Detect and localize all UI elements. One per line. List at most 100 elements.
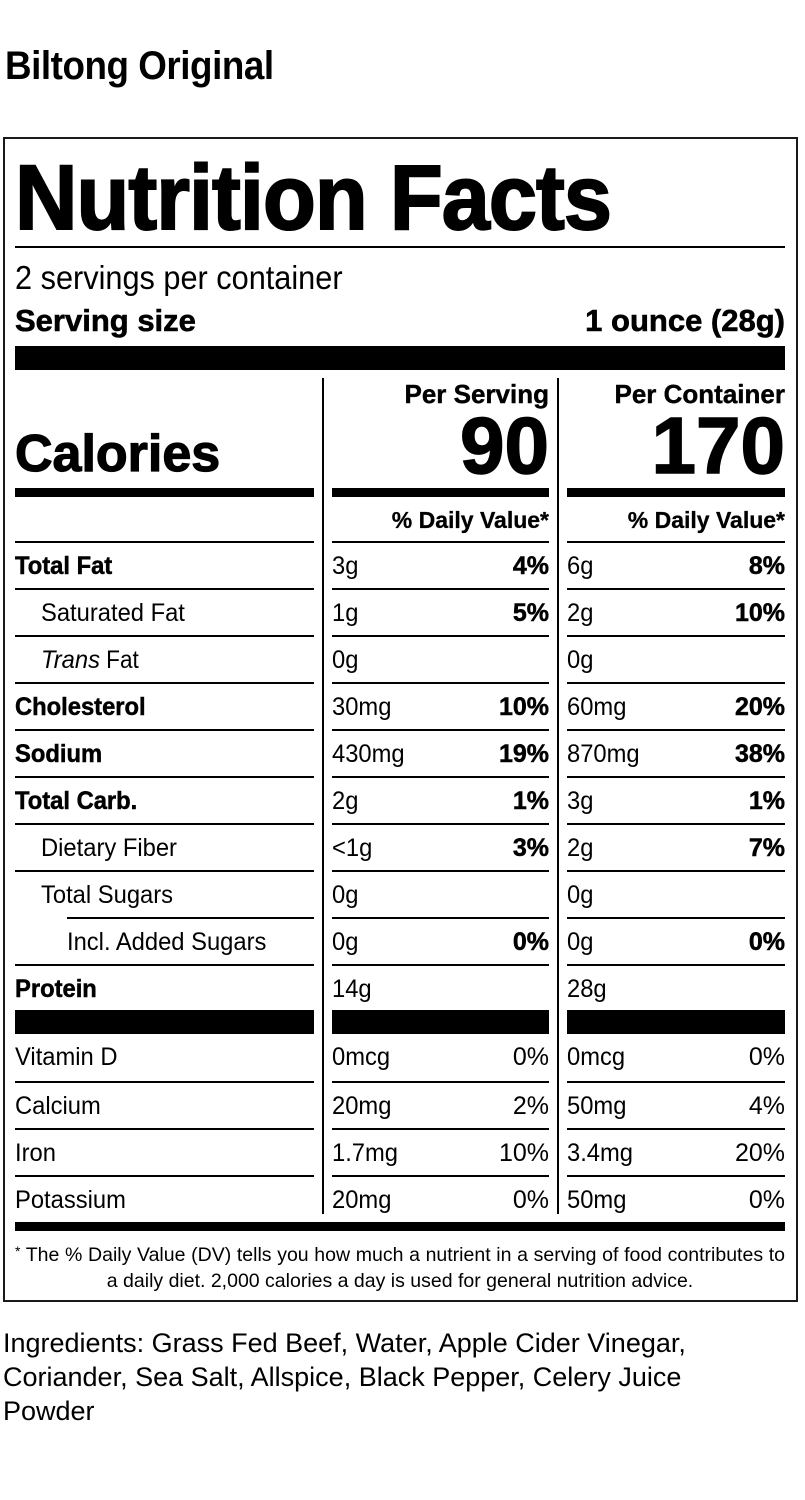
amount-text: 6g xyxy=(567,552,594,580)
nutrient-row: Sodium 430mg 19% 870mg 38% xyxy=(0,731,805,778)
thick-divider-bar xyxy=(567,1010,785,1034)
calories-label: Calories xyxy=(14,424,221,483)
nutrient-name: Total Fat xyxy=(15,543,314,590)
row-divider-line xyxy=(332,776,549,778)
per-container-amount: 870mg xyxy=(567,731,717,778)
per-serving-amount: 3g xyxy=(332,543,482,590)
daily-value-header: % Daily Value* xyxy=(627,507,786,533)
bottom-divider-bar xyxy=(15,1222,785,1231)
product-title: Biltong Original xyxy=(5,44,274,88)
vitamin-name-text: Iron xyxy=(15,1139,56,1167)
amount-text: 20mg xyxy=(332,1092,392,1120)
per-container-daily-value xyxy=(686,637,785,684)
nutrient-row: Trans Fat 0g 0g xyxy=(0,637,805,684)
vitamin-name-text: Potassium xyxy=(15,1186,126,1214)
per-serving-daily-value: 0% xyxy=(512,1186,549,1214)
row-divider-line xyxy=(15,541,314,543)
per-container-amount: 3.4mg xyxy=(567,1130,717,1177)
nutrient-row: Total Carb. 2g 1% 3g 1% xyxy=(0,778,805,825)
row-divider-line xyxy=(15,588,314,590)
row-divider-line xyxy=(567,1081,785,1083)
nutrient-row: Dietary Fiber <1g 3% 2g 7% xyxy=(0,825,805,872)
per-container-header: Per Container xyxy=(614,379,785,409)
row-divider-line xyxy=(332,1175,549,1177)
amount-text: 14g xyxy=(332,975,372,1003)
ingredients-list: Ingredients: Grass Fed Beef, Water, Appl… xyxy=(3,1328,686,1426)
per-serving-daily-value: 10% xyxy=(498,693,550,722)
row-divider-line xyxy=(15,1175,314,1177)
amount-text: 430mg xyxy=(332,740,405,768)
nutrient-name-text: Protein xyxy=(15,975,97,1004)
serving-size-value: 1 ounce (28g) xyxy=(585,303,785,339)
amount-text: 0mcg xyxy=(567,1043,626,1071)
row-divider-line xyxy=(332,541,549,543)
thick-divider-bar xyxy=(15,346,785,370)
per-container-amount: 0g xyxy=(567,637,717,684)
vitamin-name: Iron xyxy=(15,1130,314,1177)
amount-text: 30mg xyxy=(332,693,392,721)
vitamin-row: Iron 1.7mg 10% 3.4mg 20% xyxy=(0,1130,805,1177)
per-serving-daily-value: 3% xyxy=(512,834,550,863)
row-divider-line xyxy=(67,917,314,919)
row-divider-line xyxy=(332,635,549,637)
vitamin-row: Calcium 20mg 2% 50mg 4% xyxy=(0,1083,805,1130)
amount-text: 0g xyxy=(567,881,594,909)
per-container-daily-value: 8% xyxy=(748,552,786,581)
per-container-amount: 3g xyxy=(567,778,717,825)
vitamin-name: Vitamin D xyxy=(15,1034,314,1081)
per-serving-header: Per Serving xyxy=(404,379,549,409)
amount-text: 1.7mg xyxy=(332,1139,399,1167)
per-container-amount: 50mg xyxy=(567,1177,717,1224)
amount-text: 3g xyxy=(332,552,359,580)
row-divider-line xyxy=(15,870,314,872)
per-serving-amount: 0g xyxy=(332,637,482,684)
nutrient-name-text: Sodium xyxy=(15,740,103,769)
amount-text: 28g xyxy=(567,975,607,1003)
row-divider-line xyxy=(332,588,549,590)
nutrition-facts-heading: Nutrition Facts xyxy=(14,147,613,249)
row-divider-line xyxy=(15,1081,314,1083)
per-container-amount: 60mg xyxy=(567,684,717,731)
nutrient-name-rest: Fat xyxy=(99,646,139,674)
row-divider-line xyxy=(15,964,314,966)
per-serving-daily-value: 1% xyxy=(512,787,550,816)
serving-size-label: Serving size xyxy=(15,303,197,339)
daily-value-header: % Daily Value* xyxy=(391,507,550,533)
per-container-amount: 0g xyxy=(567,872,717,919)
nutrient-row: Saturated Fat 1g 5% 2g 10% xyxy=(0,590,805,637)
amount-text: 2g xyxy=(332,787,359,815)
row-divider-line xyxy=(332,823,549,825)
amount-text: 20mg xyxy=(332,1186,392,1214)
row-divider-line xyxy=(567,917,785,919)
per-serving-daily-value: 5% xyxy=(512,599,550,628)
per-container-daily-value: 4% xyxy=(748,1092,785,1120)
row-divider-line xyxy=(567,870,785,872)
row-divider-line xyxy=(567,1175,785,1177)
row-divider-line xyxy=(332,870,549,872)
column-divider xyxy=(557,378,559,1214)
per-serving-daily-value: 2% xyxy=(512,1092,549,1120)
row-divider-line xyxy=(15,729,314,731)
nutrient-name: Dietary Fiber xyxy=(15,825,314,872)
thick-divider-bar xyxy=(332,1010,549,1034)
per-serving-amount: 1.7mg xyxy=(332,1130,482,1177)
vitamin-row: Vitamin D 0mcg 0% 0mcg 0% xyxy=(0,1034,805,1081)
nutrient-name-text: Saturated Fat xyxy=(41,599,185,627)
nutrient-name: Total Carb. xyxy=(15,778,314,825)
nutrient-name: Incl. Added Sugars xyxy=(15,919,314,966)
nutrient-name: Cholesterol xyxy=(15,684,314,731)
vitamin-name-text: Vitamin D xyxy=(15,1043,118,1071)
per-serving-daily-value: 0% xyxy=(512,1043,549,1071)
nutrient-name: Sodium xyxy=(15,731,314,778)
vitamin-row: Potassium 20mg 0% 50mg 0% xyxy=(0,1177,805,1224)
per-container-daily-value: 20% xyxy=(734,693,786,722)
per-serving-amount: 1g xyxy=(332,590,482,637)
nutrient-name-text: Cholesterol xyxy=(15,693,146,722)
row-divider-line xyxy=(332,1081,549,1083)
per-serving-amount: 14g xyxy=(332,966,482,1013)
per-container-daily-value xyxy=(686,872,785,919)
per-serving-daily-value xyxy=(450,637,549,684)
medium-divider-bar xyxy=(15,488,314,497)
per-serving-daily-value: 19% xyxy=(498,740,550,769)
per-container-amount: 2g xyxy=(567,590,717,637)
